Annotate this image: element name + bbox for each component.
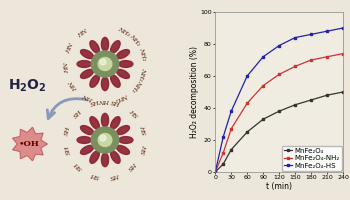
Circle shape: [91, 51, 119, 77]
Polygon shape: [13, 127, 47, 161]
Text: SH: SH: [73, 109, 83, 119]
Text: SH: SH: [64, 125, 72, 136]
MnFe₂O₄-NH₂: [341, 52, 345, 55]
Ellipse shape: [111, 75, 120, 87]
Circle shape: [100, 135, 106, 141]
MnFe₂O₄-NH₂: [229, 128, 233, 130]
Text: NH₂: NH₂: [128, 34, 141, 47]
Text: SH: SH: [110, 101, 120, 108]
MnFe₂O₄-HS: [261, 56, 265, 58]
Text: HN: HN: [68, 79, 79, 91]
Ellipse shape: [90, 151, 99, 163]
Ellipse shape: [111, 117, 120, 129]
MnFe₂O₄-NH₂: [213, 171, 217, 173]
Ellipse shape: [80, 50, 93, 59]
Circle shape: [98, 58, 112, 71]
MnFe₂O₄-HS: [221, 136, 225, 138]
MnFe₂O₄-HS: [341, 27, 345, 29]
MnFe₂O₄-HS: [213, 171, 217, 173]
X-axis label: t (min): t (min): [266, 182, 292, 191]
Ellipse shape: [77, 137, 91, 143]
Text: HS: HS: [110, 172, 120, 179]
Ellipse shape: [119, 137, 133, 143]
Text: SH: SH: [64, 144, 72, 155]
Ellipse shape: [117, 69, 130, 78]
MnFe₂O₄: [213, 171, 217, 173]
Text: HN: HN: [77, 29, 89, 39]
MnFe₂O₄-NH₂: [245, 102, 249, 104]
MnFe₂O₄-HS: [245, 75, 249, 77]
Ellipse shape: [102, 77, 108, 91]
MnFe₂O₄-HS: [229, 110, 233, 112]
MnFe₂O₄: [309, 99, 313, 101]
Text: HS: HS: [127, 161, 137, 171]
Ellipse shape: [111, 151, 120, 163]
Ellipse shape: [102, 113, 108, 127]
Ellipse shape: [102, 37, 108, 51]
FancyArrowPatch shape: [47, 99, 85, 118]
MnFe₂O₄-NH₂: [221, 152, 225, 154]
Y-axis label: H₂O₂ decomposition (%): H₂O₂ decomposition (%): [190, 46, 199, 138]
MnFe₂O₄-NH₂: [309, 59, 313, 61]
Text: SH: SH: [90, 172, 100, 179]
Ellipse shape: [90, 41, 99, 53]
Legend: MnFe₂O₄, MnFe₂O₄-NH₂, MnFe₂O₄-HS: MnFe₂O₄, MnFe₂O₄-NH₂, MnFe₂O₄-HS: [282, 146, 342, 171]
Text: HN: HN: [99, 98, 111, 103]
MnFe₂O₄-NH₂: [293, 65, 297, 68]
MnFe₂O₄-HS: [277, 44, 281, 47]
MnFe₂O₄: [229, 148, 233, 151]
Text: HS: HS: [138, 144, 146, 155]
Text: SH: SH: [90, 101, 100, 108]
MnFe₂O₄-NH₂: [277, 73, 281, 76]
Text: HN: HN: [64, 61, 70, 73]
MnFe₂O₄: [261, 118, 265, 120]
MnFe₂O₄: [277, 110, 281, 112]
Ellipse shape: [111, 41, 120, 53]
MnFe₂O₄: [293, 104, 297, 106]
MnFe₂O₄-HS: [325, 30, 329, 32]
Ellipse shape: [117, 50, 130, 59]
Ellipse shape: [117, 126, 130, 135]
Text: HN: HN: [83, 93, 95, 102]
Text: $\mathbf{H_2O_2}$: $\mathbf{H_2O_2}$: [8, 78, 47, 94]
MnFe₂O₄-NH₂: [261, 84, 265, 87]
Text: SH: SH: [73, 161, 83, 171]
Circle shape: [100, 59, 106, 65]
Circle shape: [91, 127, 119, 153]
Ellipse shape: [80, 126, 93, 135]
MnFe₂O₄: [325, 94, 329, 96]
Ellipse shape: [80, 145, 93, 154]
Line: MnFe₂O₄: MnFe₂O₄: [214, 91, 344, 173]
Ellipse shape: [90, 75, 99, 87]
MnFe₂O₄: [341, 91, 345, 93]
Text: NH₂: NH₂: [138, 66, 146, 81]
Line: MnFe₂O₄-HS: MnFe₂O₄-HS: [214, 27, 344, 173]
Line: MnFe₂O₄-NH₂: MnFe₂O₄-NH₂: [214, 52, 344, 173]
Text: NH₂: NH₂: [131, 78, 142, 92]
Text: NH₂: NH₂: [138, 47, 146, 62]
Ellipse shape: [117, 145, 130, 154]
Text: NH₂: NH₂: [114, 92, 128, 102]
Ellipse shape: [80, 69, 93, 78]
MnFe₂O₄-HS: [293, 36, 297, 39]
MnFe₂O₄-NH₂: [325, 56, 329, 58]
Text: HS: HS: [138, 125, 146, 136]
Ellipse shape: [90, 117, 99, 129]
Text: HN: HN: [65, 43, 75, 55]
MnFe₂O₄-HS: [309, 33, 313, 36]
Ellipse shape: [77, 61, 91, 67]
Circle shape: [98, 134, 112, 146]
Text: HS: HS: [127, 109, 137, 119]
Text: NH₂: NH₂: [117, 27, 131, 38]
Text: •OH: •OH: [19, 140, 40, 148]
Ellipse shape: [102, 153, 108, 167]
MnFe₂O₄: [221, 163, 225, 165]
MnFe₂O₄: [245, 131, 249, 133]
Ellipse shape: [119, 61, 133, 67]
